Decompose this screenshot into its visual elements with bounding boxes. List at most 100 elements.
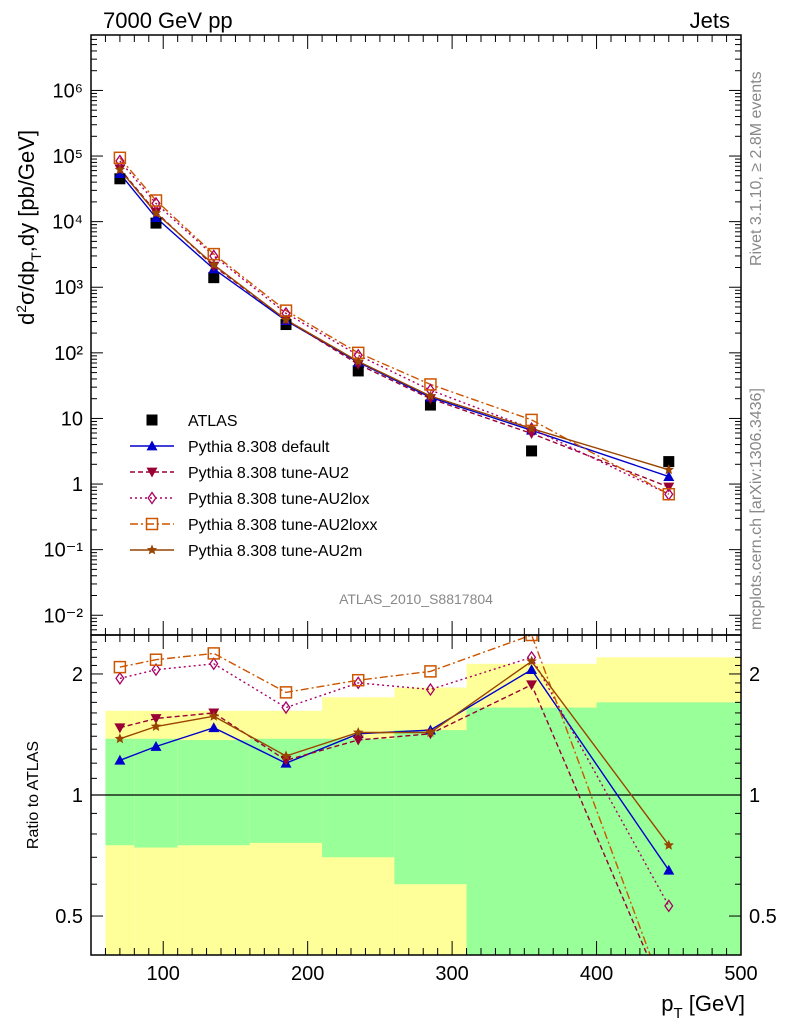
ratio-point-au2m — [280, 750, 292, 761]
ratio-line-au2loxx — [119, 635, 651, 955]
point-data — [424, 399, 436, 411]
ratio-point-default — [526, 664, 538, 675]
inner-band-bin — [394, 730, 467, 885]
ratio-line-default — [119, 668, 670, 871]
ratio-panel-curves — [113, 635, 675, 955]
legend-label: Pythia 8.308 tune-AU2 — [188, 465, 349, 482]
ratio-point-au2m — [208, 710, 219, 721]
point-data — [208, 272, 220, 284]
inner-band-bin — [466, 707, 597, 955]
ratio-point-au2 — [280, 755, 292, 766]
point-data — [526, 445, 538, 457]
series-line-au2 — [119, 168, 670, 488]
point-data — [114, 173, 126, 185]
ratio-ytick-label-left: 0.5 — [55, 906, 83, 928]
point-au2m — [425, 390, 436, 401]
legend-item-au2lox: Pythia 8.308 tune-AU2lox — [130, 491, 369, 508]
point-au2loxx — [424, 378, 437, 391]
main-ytick-label: 10³ — [54, 277, 83, 299]
axes: 10⁻² 10⁻¹ 1 10 10² 10³ 10⁴ 10⁵ 10⁶ 0.5 0.5 1 1 2 2 100 2… — [44, 34, 777, 985]
ratio-point-default — [208, 722, 220, 733]
ratio-point-au2m — [114, 733, 126, 744]
ratio-point-au2loxx — [149, 653, 163, 666]
ratio-point-au2lox — [281, 700, 291, 715]
main-ytick-label: 10⁻² — [44, 605, 84, 627]
legend-label: ATLAS — [188, 413, 238, 430]
legend-label: Pythia 8.308 tune-AU2loxx — [188, 517, 377, 534]
ratio-point-au2lox — [115, 671, 125, 686]
point-au2loxx — [149, 194, 163, 207]
point-au2m — [526, 423, 537, 434]
ratio-point-au2m — [353, 727, 364, 737]
ratio-ytick-label-right: 1 — [749, 785, 760, 807]
ratio-point-au2 — [352, 735, 364, 746]
ratio-point-au2loxx — [525, 635, 538, 642]
point-au2loxx — [662, 487, 676, 501]
ratio-point-au2 — [526, 680, 538, 691]
legend-item-data: ATLAS — [146, 413, 238, 430]
point-au2 — [352, 359, 364, 370]
inner-band-bin — [177, 740, 250, 846]
point-au2m — [353, 355, 364, 366]
point-data — [663, 456, 675, 468]
ratio-plot-area — [113, 635, 675, 955]
ratio-point-au2m — [425, 727, 436, 737]
ratio-ylabel: Ratio to ATLAS — [25, 741, 42, 849]
main-ytick-label: 10⁻¹ — [44, 540, 84, 562]
point-au2m — [208, 259, 219, 270]
main-ylabel: d2σ/dpT,dy [pb/GeV] — [13, 130, 44, 325]
inner-band-bin — [322, 738, 395, 858]
xtick-label: 200 — [291, 963, 324, 985]
inner-band-bin — [105, 738, 135, 846]
ratio-line-au2m — [119, 660, 670, 846]
main-ytick-label: 10 — [61, 408, 83, 430]
main-ytick-label: 10⁶ — [53, 80, 83, 102]
main-panel-curves — [113, 151, 676, 501]
inner-band-bin — [134, 738, 178, 848]
ratio-point-au2m — [526, 655, 537, 666]
ratio-point-au2 — [150, 714, 162, 724]
main-ytick-label: 1 — [72, 474, 83, 496]
ratio-point-default — [150, 741, 162, 751]
legend-marker — [147, 491, 157, 505]
band-layer — [91, 657, 741, 955]
legend-item-au2loxx: Pythia 8.308 tune-AU2loxx — [130, 517, 377, 534]
point-au2 — [424, 394, 436, 405]
inner-band-bin — [596, 702, 741, 955]
series-line-au2loxx — [119, 157, 670, 495]
point-au2m — [114, 164, 126, 175]
point-data — [352, 365, 364, 377]
point-au2m — [280, 314, 292, 325]
legend-label: Pythia 8.308 tune-AU2m — [188, 543, 362, 560]
ratio-point-au2loxx — [207, 647, 221, 660]
legend-marker — [146, 467, 158, 478]
ratio-point-au2lox — [425, 682, 436, 697]
point-au2m — [663, 464, 674, 475]
legend: ATLAS Pythia 8.308 default Pythia 8.308 tu… — [130, 413, 377, 560]
ratio-ytick-label-left: 2 — [72, 664, 83, 686]
rivet-label: Rivet 3.1.10, ≥ 2.8M events — [748, 71, 765, 266]
ratio-ytick-label-right: 2 — [749, 664, 760, 686]
mcplots-label: mcplots.cern.ch [arXiv:1306.3436] — [748, 388, 765, 630]
legend-item-au2m: Pythia 8.308 tune-AU2m — [130, 543, 362, 560]
xtick-label: 100 — [147, 963, 180, 985]
ratio-point-au2lox — [209, 657, 219, 671]
main-ytick-label: 10² — [54, 343, 83, 365]
ratio-point-au2loxx — [424, 665, 437, 678]
ratio-point-au2loxx — [351, 673, 365, 687]
ratio-point-au2 — [114, 723, 126, 734]
point-data — [150, 217, 162, 229]
legend-label: Pythia 8.308 default — [188, 439, 330, 456]
legend-marker — [146, 544, 158, 555]
xtick-label: 300 — [435, 963, 468, 985]
point-default — [663, 471, 675, 481]
ratio-line-au2lox — [119, 656, 670, 907]
legend-item-default: Pythia 8.308 default — [130, 439, 330, 456]
ratio-ytick-label-right: 0.5 — [749, 906, 777, 928]
ratio-point-au2m — [663, 839, 674, 850]
ratio-point-au2lox — [151, 663, 161, 677]
point-au2m — [150, 207, 162, 218]
ratio-point-au2loxx — [113, 660, 127, 674]
ratio-line-au2 — [119, 683, 649, 955]
